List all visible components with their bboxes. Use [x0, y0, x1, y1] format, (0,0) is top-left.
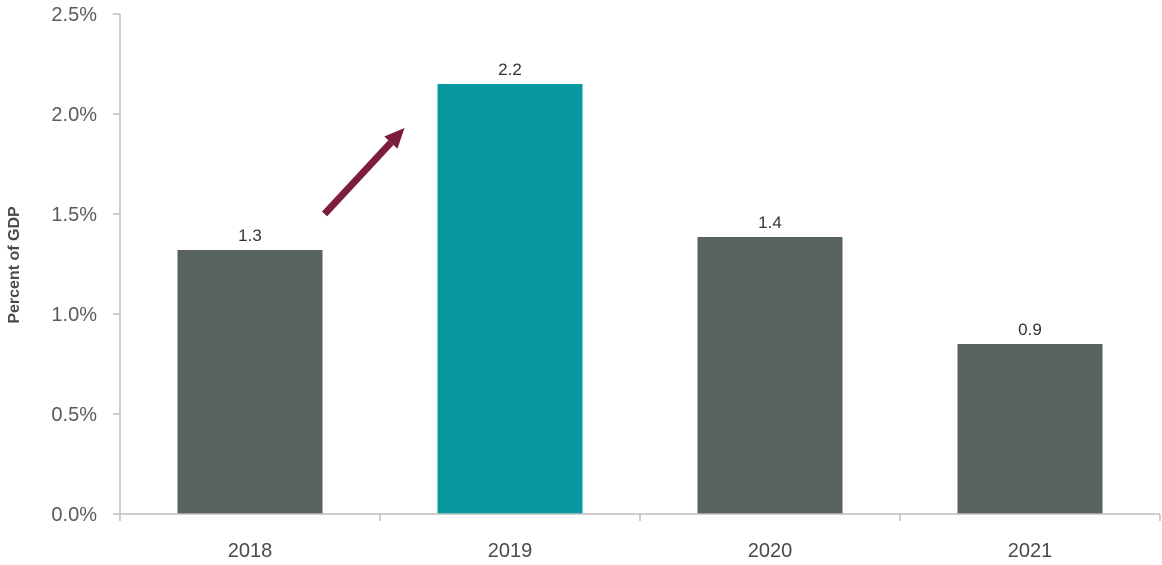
- arrow-annotation: [321, 128, 405, 217]
- bar-2021: [957, 344, 1103, 514]
- arrow-head: [384, 128, 405, 149]
- bar-2018: [177, 250, 323, 514]
- y-tick-label: 1.0%: [51, 304, 97, 326]
- y-tick-label: 0.0%: [51, 504, 97, 526]
- y-tick-label: 0.5%: [51, 404, 97, 426]
- x-axis: 2018 2019 2020 2021: [119, 513, 1161, 562]
- data-labels: 1.3 2.2 1.4 0.9: [238, 60, 1042, 339]
- data-label-2020: 1.4: [758, 213, 782, 232]
- y-tick-label: 1.5%: [51, 204, 97, 226]
- x-tick-label: 2019: [488, 540, 533, 562]
- data-label-2019: 2.2: [498, 60, 522, 79]
- data-label-2018: 1.3: [238, 226, 262, 245]
- y-axis-title: Percent of GDP: [6, 206, 23, 324]
- y-axis: 0.0% 0.5% 1.0% 1.5% 2.0% 2.5%: [51, 4, 121, 526]
- arrow-shaft: [321, 140, 394, 217]
- data-label-2021: 0.9: [1018, 320, 1042, 339]
- bars: [177, 84, 1103, 514]
- bar-2020: [697, 237, 843, 514]
- x-tick-label: 2020: [748, 540, 793, 562]
- x-tick-label: 2021: [1008, 540, 1053, 562]
- y-tick-label: 2.0%: [51, 104, 97, 126]
- x-tick-label: 2018: [228, 540, 273, 562]
- bar-2019: [437, 84, 583, 514]
- y-tick-label: 2.5%: [51, 4, 97, 26]
